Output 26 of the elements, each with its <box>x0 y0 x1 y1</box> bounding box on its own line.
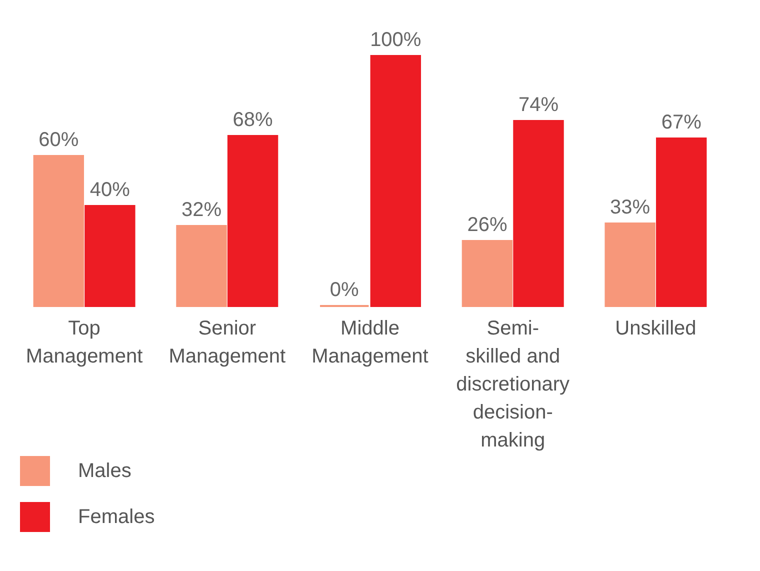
x-tick-label: Top Management <box>26 318 144 368</box>
bar <box>656 138 707 307</box>
bar <box>176 225 227 307</box>
data-label: 68% <box>232 109 274 131</box>
data-label: 0% <box>330 279 360 301</box>
legend-label: Females <box>78 506 155 528</box>
bar <box>462 240 513 307</box>
data-label: 32% <box>181 199 222 221</box>
x-tick-label: Unskilled <box>615 318 696 340</box>
x-tick-label: Semi-skilled and discretionary decision-making <box>456 318 570 452</box>
data-label: 74% <box>518 94 559 116</box>
data-label: 40% <box>90 179 130 201</box>
data-label: 67% <box>661 112 702 134</box>
bar <box>604 222 656 307</box>
bar <box>33 155 84 307</box>
data-label: 60% <box>38 129 79 151</box>
bar <box>513 120 564 307</box>
data-label: 33% <box>610 196 650 218</box>
legend-label: Males <box>78 460 132 482</box>
x-tick-label: Middle Management <box>312 318 429 368</box>
x-tick-label: Senior Management <box>168 318 286 368</box>
data-label: 100% <box>370 29 422 51</box>
data-label: 26% <box>467 214 508 236</box>
bar <box>370 55 421 307</box>
bar <box>227 135 278 307</box>
bar <box>84 205 136 307</box>
